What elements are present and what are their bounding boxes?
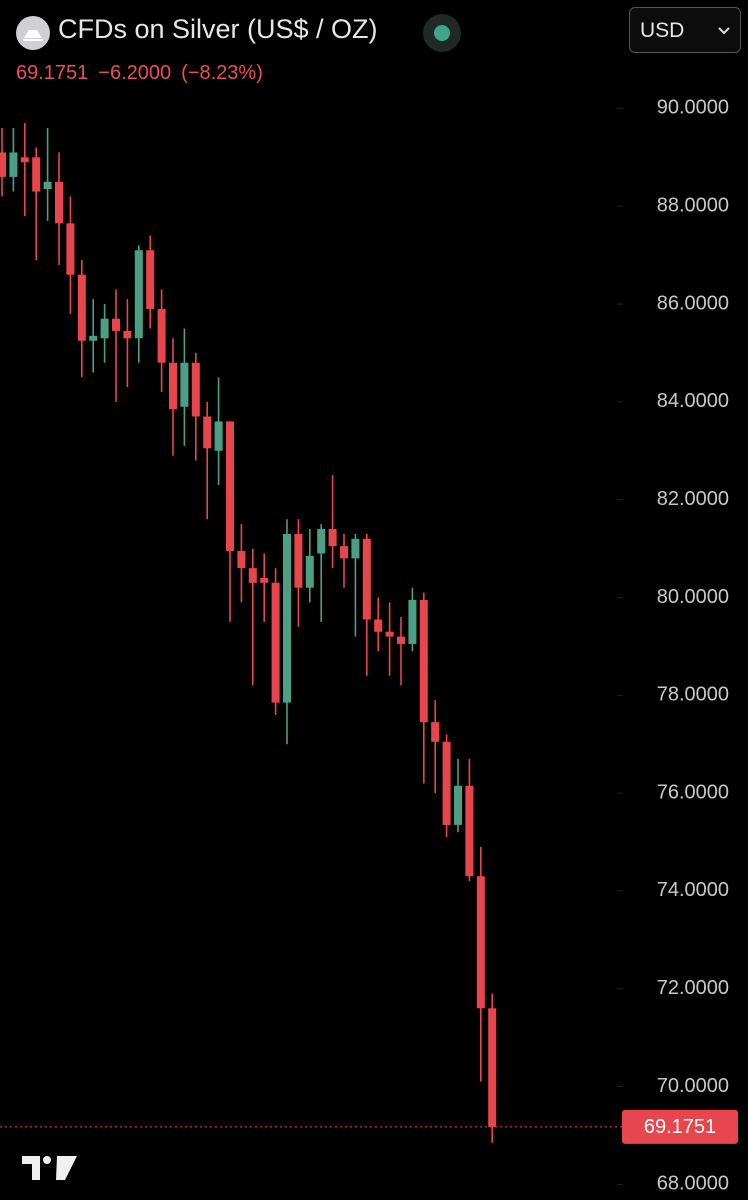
candle-body [294,533,303,588]
candle-body [488,1008,497,1127]
candle-body [351,538,360,559]
candle-body [20,157,29,163]
candle-body [0,152,6,177]
candle-body [66,223,75,275]
candle-body [385,631,394,637]
y-tick-label: 88.0000 [657,195,729,217]
candle-body [317,529,326,554]
candle-body [419,599,428,723]
y-tick-label: 82.0000 [657,488,729,510]
candle-body [465,785,474,877]
instrument-icon [16,16,50,50]
tradingview-logo [22,1156,77,1180]
y-tick-label: 74.0000 [657,879,729,901]
y-tick-label: 90.0000 [657,97,729,119]
candle-body [248,568,257,583]
candle-body [77,274,86,341]
y-tick-label: 78.0000 [657,684,729,706]
candle-body [134,250,143,339]
candle-body [374,619,383,632]
y-tick-label: 86.0000 [657,292,729,314]
candle-body [362,538,371,620]
currency-label: USD [640,19,685,42]
title: CFDs on Silver (US$ / OZ) [58,14,378,44]
status-dot [434,25,450,41]
candle-body [476,876,485,1009]
candle-body [89,335,98,341]
candle-body [237,551,246,569]
candle-body [146,250,155,309]
change: −6.2000 [98,62,172,84]
candle-body [340,546,348,559]
candle-body [408,599,417,644]
candle-body [191,362,200,417]
candle-body [226,421,234,552]
candle-body [305,555,314,588]
currency-select[interactable]: USD [629,7,741,53]
candle-body [157,308,166,363]
header: CFDs on Silver (US$ / OZ) USD 69.1751 −6.… [0,0,748,90]
candle-body [169,362,177,410]
candle-body [260,577,269,583]
quote: 69.1751 −6.2000 (−8.23%) [16,62,273,85]
market-status [423,14,461,52]
candle-body [283,533,291,703]
y-tick-label: 84.0000 [657,390,729,412]
last-price-tag-bg [622,1109,738,1144]
candle-body [214,421,223,451]
candle-body [328,529,337,547]
candle-body [112,318,120,331]
last-price-tag: 69.1751 [644,1116,716,1138]
candle-body [9,152,18,177]
candle-body [203,416,212,449]
y-tick-label: 70.0000 [657,1075,729,1097]
y-tick-label: 72.0000 [657,977,729,999]
last-price: 69.1751 [16,62,89,84]
candle-body [397,636,405,644]
y-tick-label: 76.0000 [657,781,729,803]
candle-body [43,181,52,190]
candle-body [100,318,109,339]
candle-body [271,582,280,703]
candle-body [123,330,132,339]
candle-body [32,157,41,192]
candle-body [55,181,63,224]
y-tick-label: 68.0000 [657,1173,729,1195]
candle-body [431,722,440,742]
candle-body [454,785,462,825]
dropdown-caret [718,27,730,35]
change-percent: (−8.23%) [181,62,263,84]
y-tick-label: 80.0000 [657,586,729,608]
icon-glyph [23,30,43,41]
candle-body [442,741,451,825]
candle-body [180,362,189,407]
